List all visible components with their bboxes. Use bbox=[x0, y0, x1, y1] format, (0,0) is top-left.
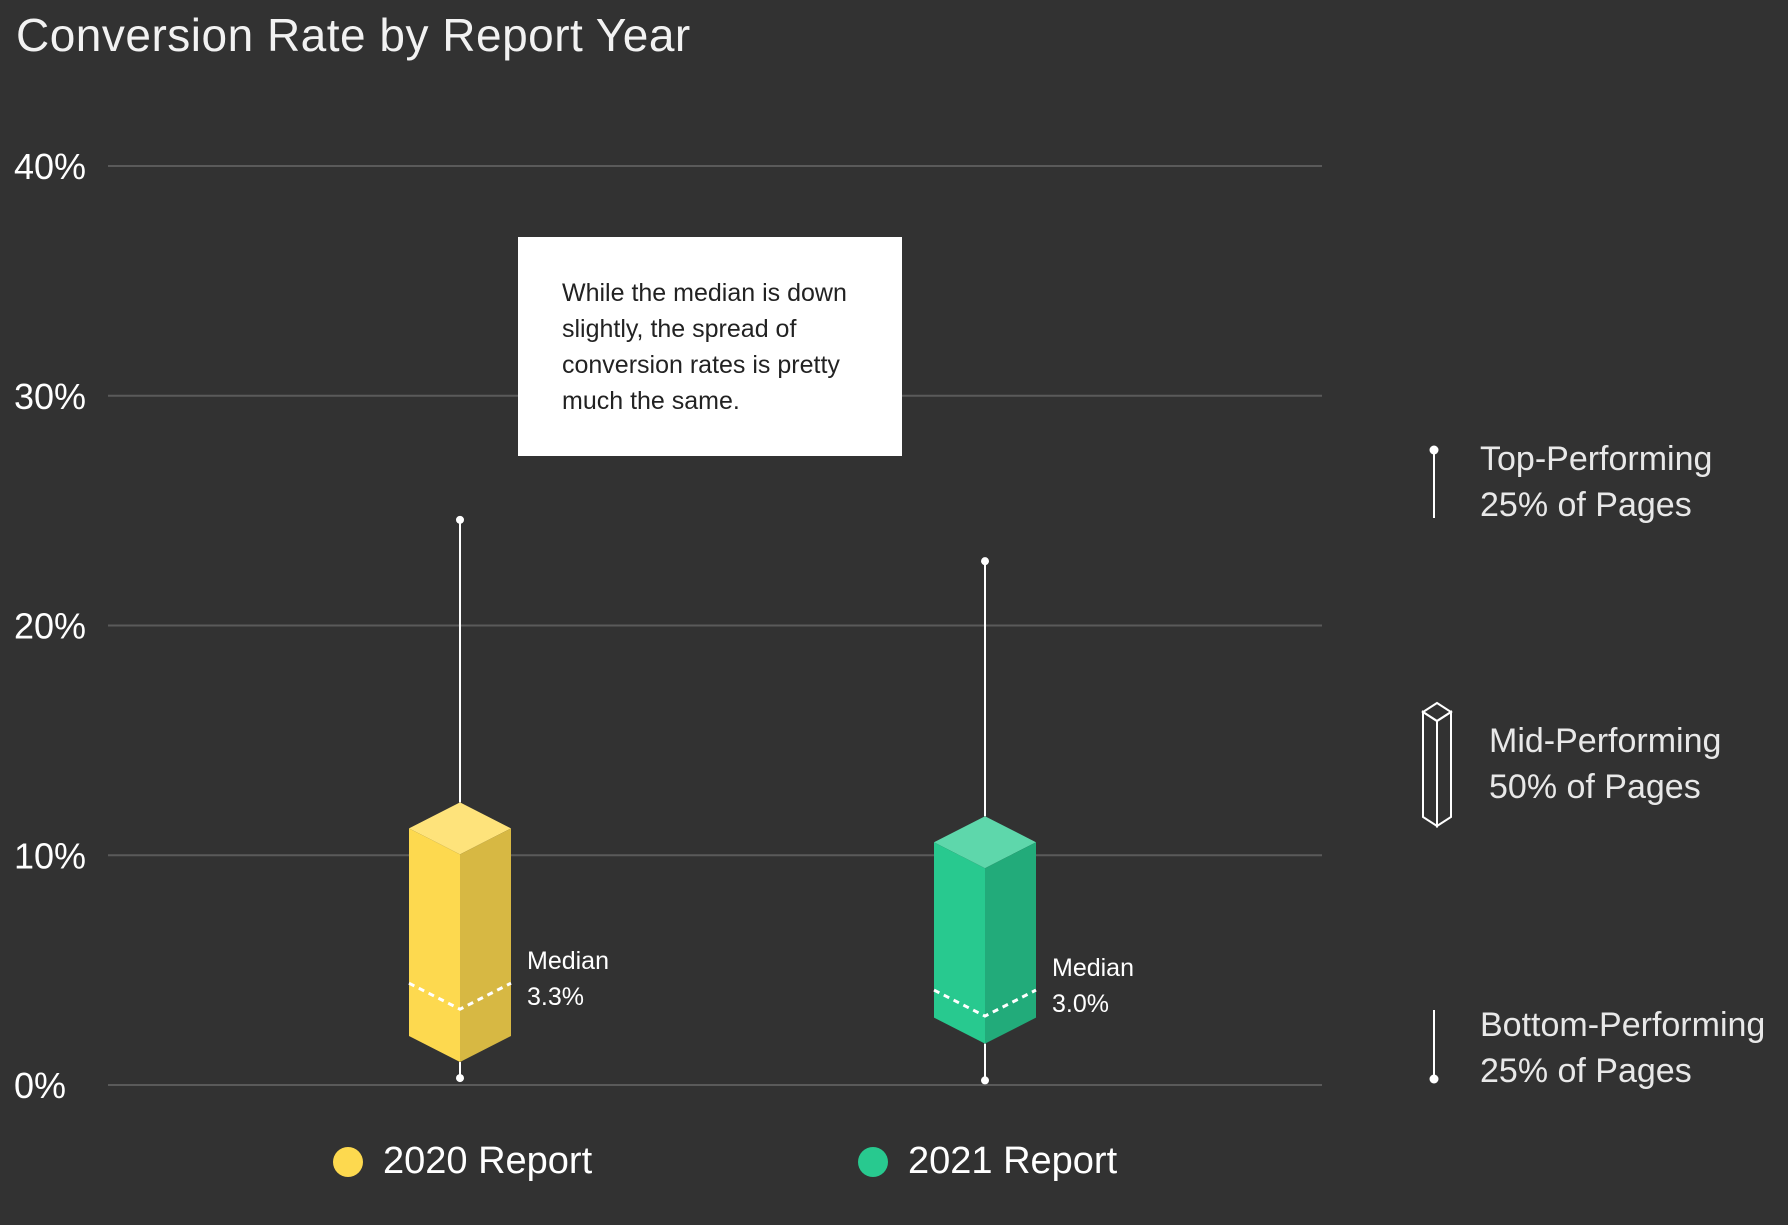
top-performing-share: 25% of Pages bbox=[1480, 486, 1692, 524]
callout-note: While the median is down slightly, the s… bbox=[518, 237, 902, 456]
legend-swatch-2021 bbox=[858, 1146, 888, 1177]
mid-performing-label: Mid-Performing bbox=[1489, 722, 1722, 760]
y-tick-label-10: 10% bbox=[14, 835, 86, 876]
box-2021-report: Median 3.0% bbox=[933, 557, 1134, 1085]
bottom-performing-label: Bottom-Performing bbox=[1480, 1006, 1766, 1044]
legend-item-2021: 2021 Report bbox=[858, 1140, 1117, 1183]
legend-label-2021: 2021 Report bbox=[908, 1140, 1118, 1182]
mid-performing-share: 50% of Pages bbox=[1489, 768, 1701, 806]
max-point bbox=[456, 515, 464, 524]
median-label: Median bbox=[527, 947, 609, 975]
chart-title: Conversion Rate by Report Year bbox=[16, 9, 691, 61]
callout-text: While the median is down slightly, the s… bbox=[562, 279, 847, 415]
top-performing-legend: Top-Performing 25% of Pages bbox=[1480, 436, 1712, 528]
bottom-performing-icon-dot bbox=[1429, 1074, 1439, 1084]
box-left-face bbox=[409, 828, 460, 1063]
y-tick-label-0: 0% bbox=[14, 1065, 66, 1106]
median-line bbox=[933, 988, 1037, 1018]
box-left-face bbox=[934, 842, 985, 1044]
mid-performing-icon bbox=[1421, 701, 1453, 828]
legend-item-2020: 2020 Report bbox=[333, 1140, 592, 1183]
legend-label-2020: 2020 Report bbox=[383, 1140, 593, 1182]
min-point bbox=[981, 1076, 989, 1085]
y-tick-label-20: 20% bbox=[14, 606, 86, 647]
box-2020-report: Median 3.3% bbox=[408, 515, 609, 1083]
bottom-performing-legend: Bottom-Performing 25% of Pages bbox=[1480, 1002, 1765, 1094]
median-label: Median bbox=[1052, 954, 1134, 982]
median-line bbox=[408, 981, 512, 1011]
median-value: 3.3% bbox=[527, 983, 584, 1011]
legend-swatch-2020 bbox=[333, 1146, 363, 1177]
bottom-performing-share: 25% of Pages bbox=[1480, 1052, 1692, 1090]
box-right-face bbox=[985, 842, 1036, 1044]
mid-performing-legend: Mid-Performing 50% of Pages bbox=[1489, 718, 1721, 810]
median-value: 3.0% bbox=[1052, 990, 1109, 1018]
box-right-face bbox=[460, 828, 511, 1063]
max-point bbox=[981, 557, 989, 566]
y-tick-label-30: 30% bbox=[14, 376, 86, 417]
y-tick-label-40: 40% bbox=[14, 146, 86, 187]
top-performing-icon-dot bbox=[1429, 445, 1439, 455]
top-performing-label: Top-Performing bbox=[1480, 440, 1713, 478]
min-point bbox=[456, 1074, 464, 1083]
